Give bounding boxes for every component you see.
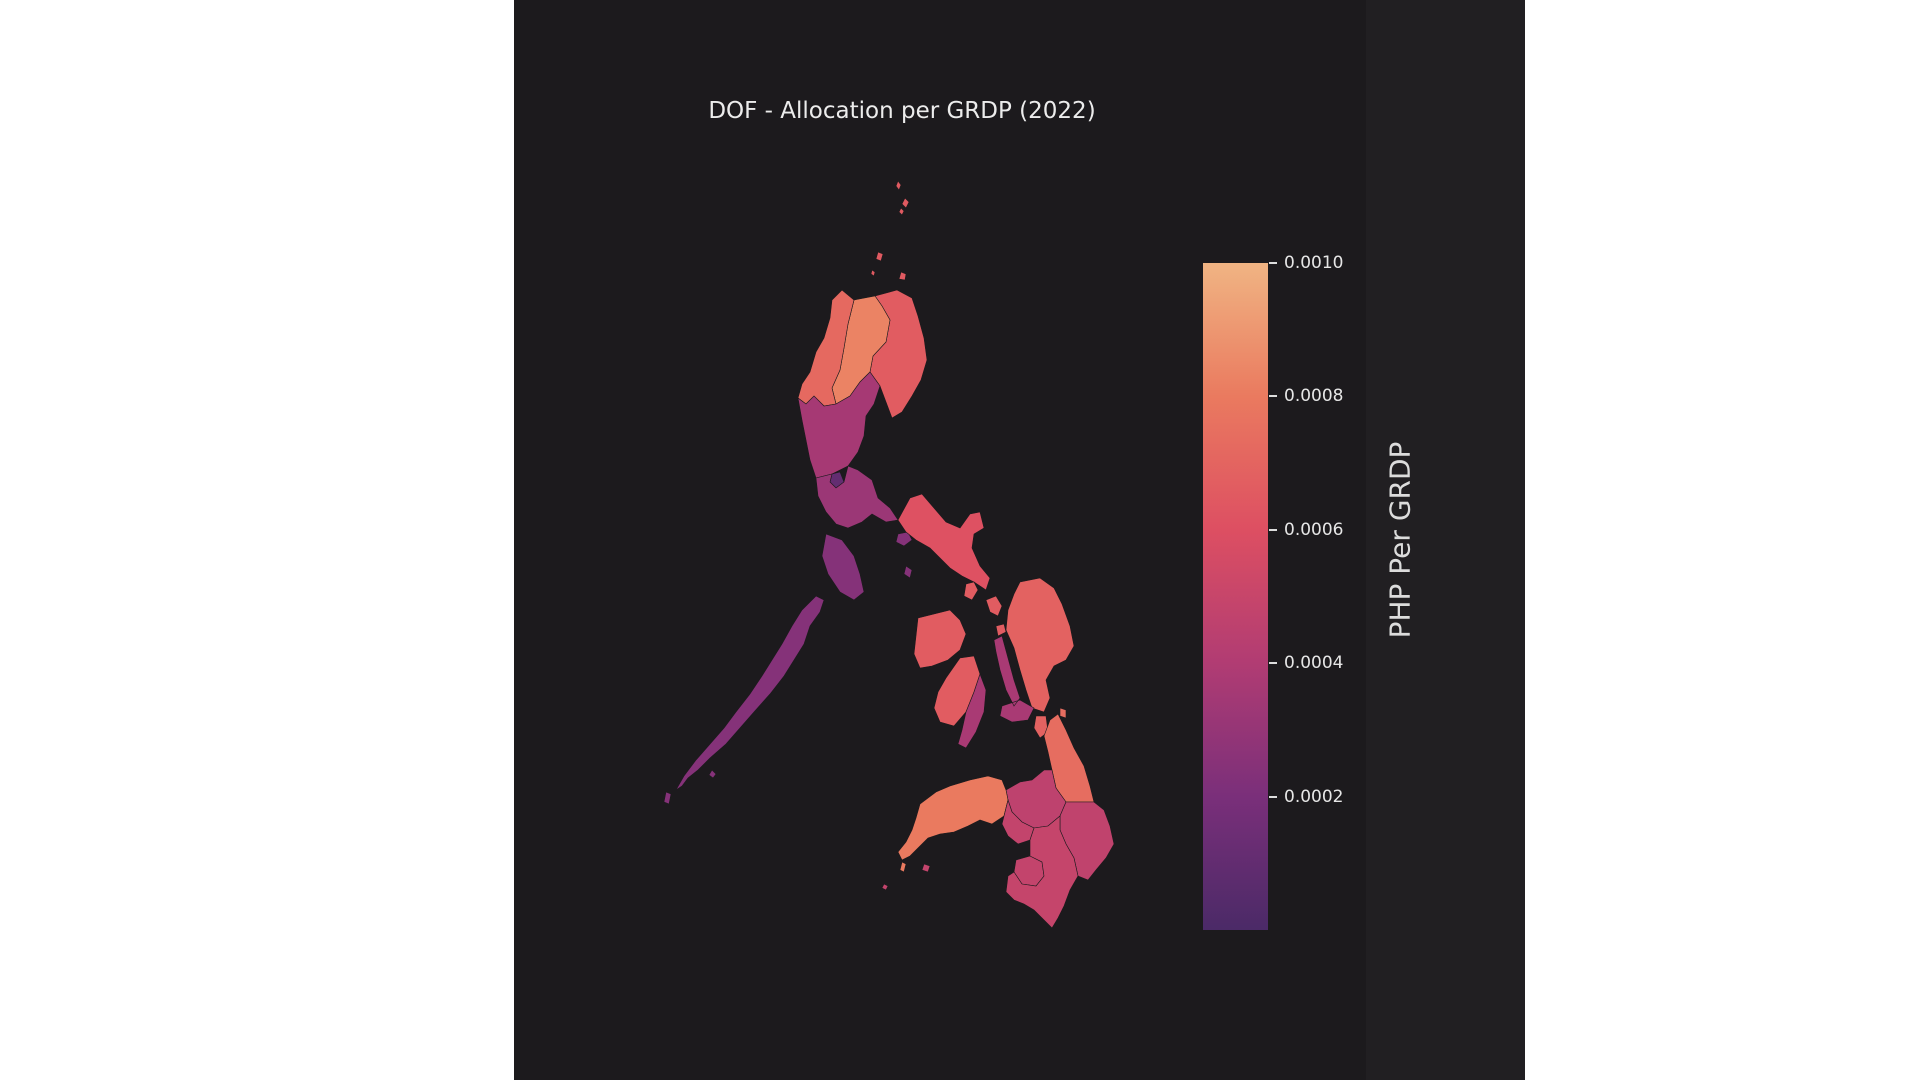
colorbar-tick-label: 0.0010 <box>1284 253 1344 273</box>
colorbar-tick <box>1269 528 1277 531</box>
region-mimaropa-marinduque[interactable] <box>895 531 913 579</box>
colorbar-tick <box>1269 662 1277 665</box>
map-title: DOF - Allocation per GRDP (2022) <box>708 98 1096 124</box>
colorbar-tick-label: 0.0008 <box>1284 386 1344 407</box>
region-western-visayas-islets[interactable] <box>963 581 1007 637</box>
region-western-visayas-panay[interactable] <box>913 609 967 669</box>
right-panel <box>1366 0 1525 1080</box>
region-mimaropa-palawan[interactable] <box>663 595 825 805</box>
region-bicol[interactable] <box>897 493 991 591</box>
region-eastern-visayas[interactable] <box>1005 577 1075 739</box>
colorbar-gradient <box>1203 263 1268 930</box>
colorbar-tick <box>1269 262 1277 264</box>
region-mimaropa-mindoro[interactable] <box>821 533 865 601</box>
map-axes: DOF - Allocation per GRDP (2022) <box>514 0 1366 1080</box>
region-central-visayas[interactable] <box>957 635 1035 749</box>
region-zamboanga-peninsula[interactable] <box>897 775 1009 873</box>
colorbar <box>1203 263 1268 930</box>
region-western-visayas-negros[interactable] <box>933 655 981 727</box>
region-barmm-sulu[interactable] <box>881 863 931 891</box>
colorbar-tick-label: 0.0002 <box>1284 786 1344 807</box>
region-soccsksargen[interactable] <box>1005 815 1079 929</box>
colorbar-tick-label: 0.0004 <box>1284 653 1344 674</box>
philippines-choropleth-map <box>663 180 1115 929</box>
region-batanes[interactable] <box>895 180 910 216</box>
region-calabarzon[interactable] <box>815 465 899 529</box>
colorbar-title: PHP Per GRDP <box>1383 441 1417 639</box>
colorbar-tick-label: 0.0006 <box>1284 519 1344 540</box>
region-babuyan-islets[interactable] <box>870 251 907 281</box>
colorbar-tick <box>1269 395 1277 398</box>
colorbar-tick <box>1269 795 1277 798</box>
figure: DOF - Allocation per GRDP (2022) <box>514 0 1525 1080</box>
region-central-luzon[interactable] <box>797 371 881 479</box>
